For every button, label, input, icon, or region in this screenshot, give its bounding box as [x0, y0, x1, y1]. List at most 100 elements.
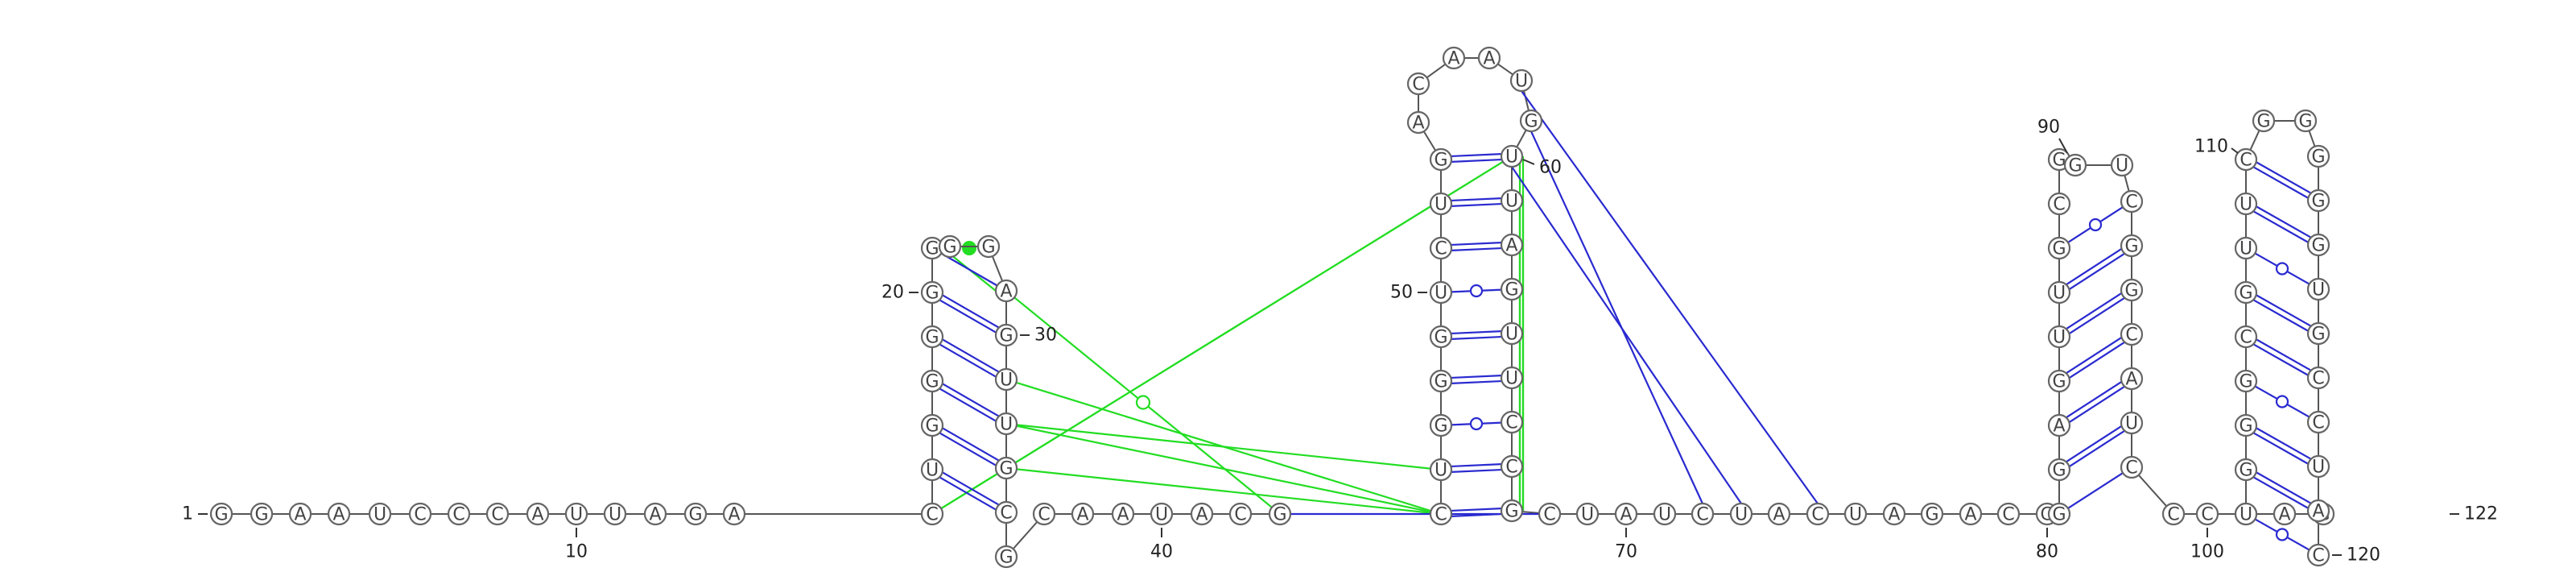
canonical-pair-line	[2254, 167, 2308, 197]
nucleotide: U	[2112, 155, 2132, 176]
nucleotide-letter: C	[2201, 505, 2213, 525]
backbone-segment	[1522, 512, 1539, 513]
nucleotide-letter: U	[2240, 505, 2252, 525]
nucleotide: A	[2049, 415, 2070, 437]
nucleotide-letter: C	[2125, 193, 2137, 213]
canonical-pair-line	[2066, 338, 2121, 373]
nucleotide: G	[996, 458, 1017, 479]
nucleotide-letter: G	[1505, 280, 1518, 301]
nucleotide-letter: C	[926, 505, 938, 525]
nucleotide-letter: C	[2125, 325, 2137, 346]
canonical-pair-line	[943, 295, 998, 327]
nucleotide-letter: G	[925, 372, 939, 392]
nucleotide-letter: G	[2239, 417, 2252, 437]
canonical-pair-line	[940, 345, 996, 377]
backbone-segment	[993, 256, 1002, 281]
nucleotide: C	[1501, 456, 1522, 478]
long-range-pair-line	[1512, 167, 1741, 504]
nucleotide: G	[2235, 282, 2256, 304]
noncanonical-interaction-line	[932, 156, 1512, 514]
position-number: 30	[1034, 325, 1057, 346]
nucleotide-letter: U	[374, 505, 386, 525]
nucleotide-letter: C	[2167, 505, 2179, 525]
nucleotide: A	[1408, 112, 1429, 134]
nucleotide-letter: C	[1435, 239, 1447, 259]
nucleotide-letter: A	[649, 505, 661, 525]
backbone-segment	[1498, 64, 1513, 74]
backbone-segment	[1013, 522, 1038, 549]
nucleotide-letter: G	[2052, 239, 2066, 259]
nucleotide: G	[996, 546, 1017, 568]
nucleotide-letter: U	[1505, 369, 1518, 389]
nucleotide: A	[328, 504, 349, 525]
nucleotide-letter: U	[1515, 72, 1528, 92]
nucleotide: U	[605, 504, 625, 525]
position-number: 60	[1539, 158, 1562, 178]
nucleotide-letter: U	[1000, 371, 1013, 391]
nucleotide: U	[2235, 193, 2256, 215]
nucleotide: G	[685, 504, 706, 525]
nucleotide: U	[369, 504, 390, 525]
canonical-pair-line	[940, 433, 996, 466]
nucleotide: G	[1430, 371, 1451, 392]
nucleotide: G	[2308, 234, 2329, 256]
nucleotide-letter: U	[1658, 505, 1671, 525]
nucleotide: U	[1430, 459, 1451, 481]
canonical-pair-line	[1451, 248, 1501, 251]
nucleotide: A	[724, 504, 745, 525]
nucleotide: U	[2049, 282, 2070, 304]
nucleotide-letter: G	[1925, 505, 1938, 525]
nucleotide-letter: U	[570, 505, 583, 525]
nucleotide-letter: G	[943, 238, 956, 258]
canonical-pair-line	[1451, 508, 1501, 511]
nucleotide-letter: U	[2053, 284, 2066, 304]
nucleotide: C	[2121, 324, 2142, 346]
nucleotide: U	[2049, 326, 2070, 348]
nucleotide-letter: U	[2312, 280, 2325, 301]
canonical-pair-line	[2066, 249, 2121, 284]
canonical-pair-line	[2066, 426, 2121, 462]
canonical-pair-line	[1451, 198, 1501, 201]
nucleotide-letter: C	[2002, 505, 2014, 525]
nucleotide: G	[1430, 415, 1451, 437]
nucleotide-letter: A	[294, 505, 306, 525]
nucleotide-letter: G	[2239, 284, 2252, 304]
position-number: 100	[2190, 542, 2224, 562]
nucleotide-letter: C	[2240, 151, 2252, 171]
nucleotide: C	[448, 504, 469, 525]
canonical-pair-line	[1451, 160, 1501, 162]
nucleotide-letter: G	[2052, 372, 2066, 392]
position-number: 1	[182, 504, 193, 524]
nucleotide-letter: G	[254, 505, 268, 525]
nucleotide-letter: C	[452, 505, 464, 525]
canonical-pair-line	[2254, 211, 2308, 242]
gu-pair-symbol	[2090, 219, 2101, 230]
position-number: 120	[2347, 545, 2380, 566]
nucleotide: G	[2065, 155, 2086, 176]
nucleotide: A	[1072, 504, 1093, 525]
nucleotide: U	[1151, 504, 1172, 525]
nucleotide: C	[487, 504, 508, 525]
nucleotide: C	[2121, 457, 2142, 479]
nucleotide-letter: C	[2125, 458, 2137, 479]
nucleotide: C	[1807, 504, 1828, 525]
nucleotide-letter: C	[1505, 458, 1517, 478]
nucleotide: C	[2049, 193, 2070, 215]
nucleotide: U	[2308, 279, 2329, 301]
nucleotide-letter: U	[2125, 414, 2138, 434]
canonical-pair-line	[2070, 387, 2124, 422]
nucleotide: U	[1430, 193, 1451, 215]
position-tick	[1523, 160, 1534, 164]
long-range-pair-line	[1521, 91, 1818, 504]
nucleotide: C	[2235, 149, 2256, 171]
base-pairs-layer	[940, 91, 2311, 550]
canonical-pair-line	[2070, 431, 2124, 466]
canonical-pair-line	[1451, 337, 1501, 339]
nucleotide: C	[410, 504, 431, 525]
canonical-pair-line	[941, 253, 997, 285]
nucleotide: A	[527, 504, 548, 525]
nucleotide: A	[645, 504, 666, 525]
canonical-pair-line	[2068, 473, 2123, 508]
canonical-pair-line	[1451, 242, 1501, 245]
canonical-pair-line	[2066, 382, 2121, 417]
